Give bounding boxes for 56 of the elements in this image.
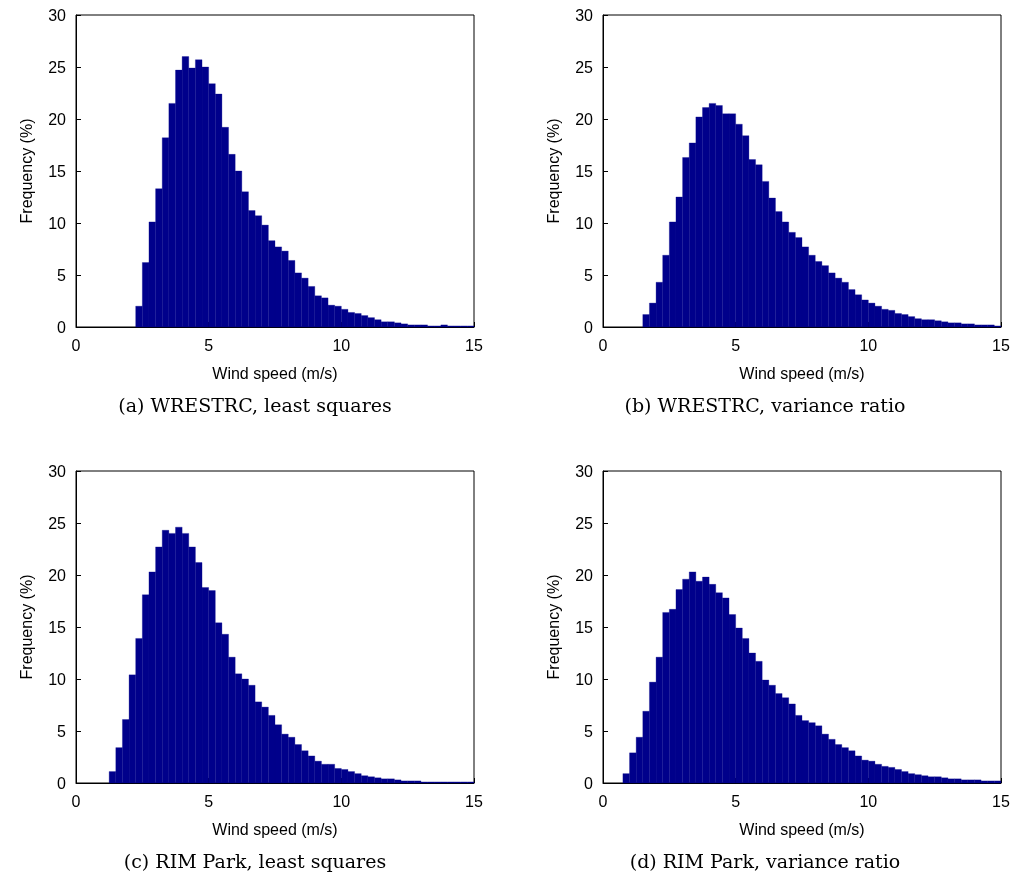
y-tick-label: 25 [48,514,67,532]
y-tick-label: 15 [48,162,67,180]
y-tick-label: 20 [575,566,594,584]
y-axis-title: Frequency (%) [17,118,35,224]
y-tick-label: 0 [57,318,67,336]
x-axis-title: Wind speed (m/s) [212,364,338,382]
text: (a) WRESTRC, least squares [118,393,392,416]
y-tick-label: 15 [48,618,67,636]
y-tick-label: 5 [584,722,594,740]
text: (b) WRESTRC, variance ratio [624,393,906,416]
y-tick-label: 30 [575,462,594,480]
y-tick-label: 0 [584,318,594,336]
x-tick-label: 10 [859,336,878,354]
x-tick-label: 5 [204,792,214,810]
x-tick-label: 15 [992,336,1010,354]
x-tick-label: 5 [731,792,741,810]
y-tick-label: 20 [48,566,67,584]
y-tick-label: 10 [575,670,594,688]
y-tick-label: 0 [584,774,594,792]
y-tick-label: 30 [48,462,67,480]
x-tick-label: 0 [71,336,81,354]
x-tick-label: 5 [731,336,741,354]
x-tick-label: 0 [71,792,81,810]
text: (c) RIM Park, least squares [123,849,387,872]
y-axis-title: Frequency (%) [544,574,562,680]
x-axis-title: Wind speed (m/s) [739,820,865,838]
x-tick-label: 0 [598,336,608,354]
y-tick-label: 10 [48,214,67,232]
x-tick-label: 0 [598,792,608,810]
x-tick-label: 10 [332,336,351,354]
x-tick-label: 10 [332,792,351,810]
y-tick-label: 5 [57,722,67,740]
x-axis-title: Wind speed (m/s) [212,820,338,838]
y-tick-label: 20 [48,110,67,128]
y-tick-label: 20 [575,110,594,128]
y-tick-label: 0 [57,774,67,792]
y-axis-title: Frequency (%) [544,118,562,224]
y-tick-label: 25 [575,514,594,532]
x-axis-title: Wind speed (m/s) [739,364,865,382]
y-tick-label: 25 [575,58,594,76]
y-tick-label: 10 [48,670,67,688]
x-tick-label: 10 [859,792,878,810]
y-tick-label: 30 [48,6,67,24]
text: (d) RIM Park, variance ratio [629,849,901,872]
y-tick-label: 5 [57,266,67,284]
y-tick-label: 25 [48,58,67,76]
x-tick-label: 5 [204,336,214,354]
x-tick-label: 15 [992,792,1010,810]
y-tick-label: 30 [575,6,594,24]
y-tick-label: 5 [584,266,594,284]
y-tick-label: 15 [575,162,594,180]
y-tick-label: 10 [575,214,594,232]
x-tick-label: 15 [465,336,483,354]
y-axis-title: Frequency (%) [17,574,35,680]
y-tick-label: 15 [575,618,594,636]
x-tick-label: 15 [465,792,483,810]
